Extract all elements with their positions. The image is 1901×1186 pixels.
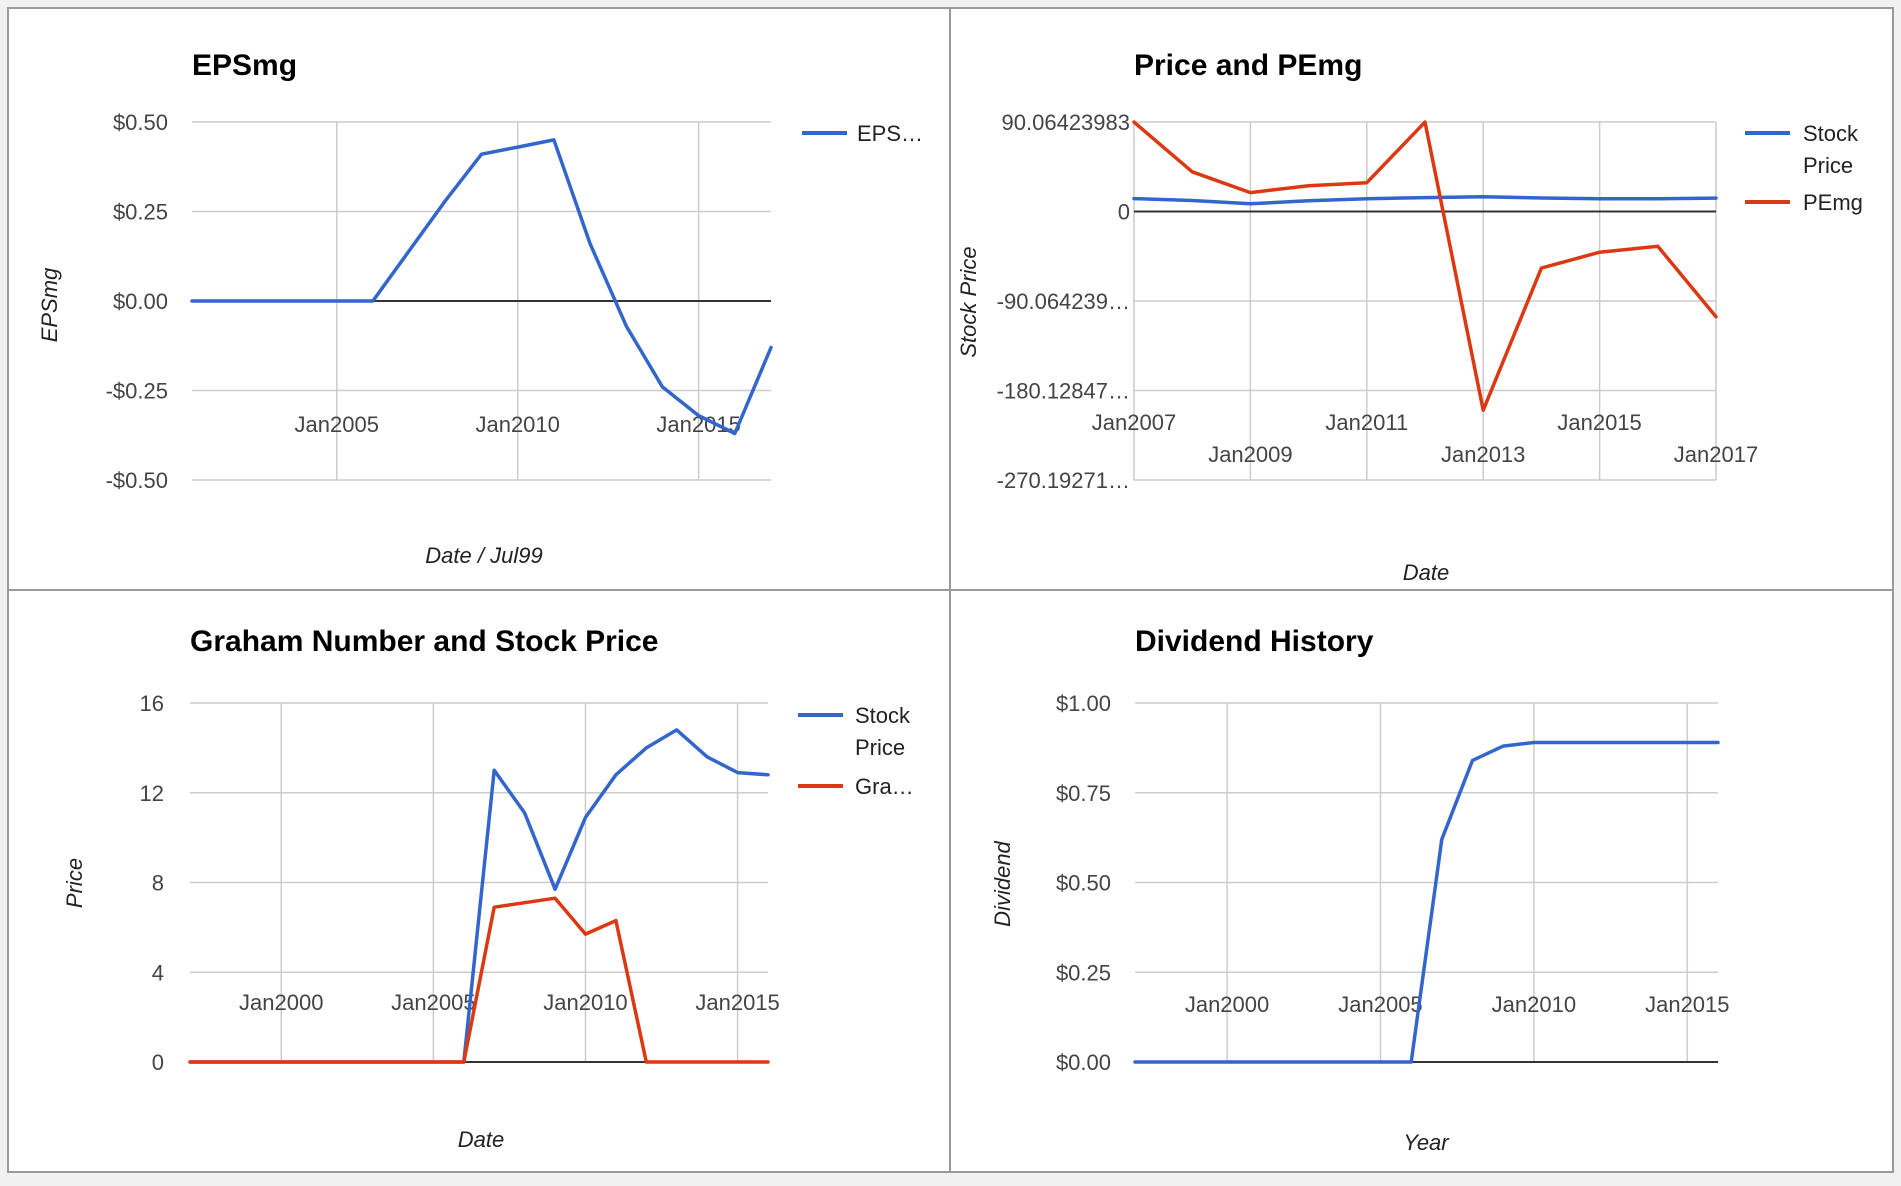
y-axis-label: EPSmg: [37, 267, 62, 342]
legend-label-pemg: PEmg: [1803, 190, 1863, 215]
y-axis-label: Dividend: [990, 840, 1015, 926]
x-tick-label: Jan2013: [1441, 442, 1525, 467]
y-tick-label: $1.00: [1056, 691, 1111, 716]
legend-label: EPS…: [857, 121, 923, 146]
x-tick-label: Jan2011: [1325, 410, 1408, 435]
chart-title: Dividend History: [1135, 625, 1374, 658]
x-tick-label: Jan2000: [239, 990, 323, 1015]
series-line-dividend: [1133, 740, 1720, 1064]
x-tick-label: Jan2000: [1185, 992, 1269, 1017]
x-tick-label: Jan2005: [1338, 992, 1422, 1017]
series-line-stock-price: [1132, 195, 1718, 206]
y-tick-label: 0: [152, 1050, 164, 1075]
x-tick-label: Jan2017: [1674, 442, 1758, 467]
chart-title: Price and PEmg: [1134, 49, 1362, 82]
chart-panel-dividend: Dividend History Dividend Year $1.00 $0.7…: [949, 589, 1894, 1173]
x-axis-label: Date: [1403, 560, 1449, 585]
chart-svg-epsmg: EPSmg EPSmg Date / Jul99 EPS… $0.50 $0.25…: [37, 49, 923, 568]
legend-label-line-2: Price: [1803, 153, 1853, 178]
x-axis-label: Date / Jul99: [425, 543, 542, 568]
x-tick-label: Jan2015: [1645, 992, 1729, 1017]
series-line-stock-price: [188, 728, 770, 1064]
legend-label-stock-price: Stock Price: [855, 703, 916, 760]
y-tick-label: $0.00: [113, 289, 168, 314]
y-axis-label: Stock Price: [956, 246, 981, 357]
series-line-gra-: [188, 896, 770, 1064]
chart-panel-graham: Graham Number and Stock Price Price Date…: [7, 589, 951, 1173]
y-tick-label: $0.25: [113, 200, 168, 225]
x-axis-label: Year: [1403, 1130, 1450, 1155]
y-tick-label: $0.00: [1056, 1050, 1111, 1075]
chart-title: Graham Number and Stock Price: [190, 625, 659, 658]
y-tick-label: -270.19271…: [997, 468, 1130, 493]
series-line-eps-: [190, 138, 773, 436]
x-tick-label: Jan2010: [1492, 992, 1576, 1017]
series-line-pemg: [1132, 120, 1718, 412]
x-tick-label: Jan2015: [695, 990, 779, 1015]
x-tick-label: Jan2010: [543, 990, 627, 1015]
x-tick-label: Jan2005: [391, 990, 475, 1015]
y-tick-label: 12: [140, 781, 164, 806]
legend-label-line-2: Price: [855, 735, 905, 760]
chart-panel-price-pemg: Price and PEmg Stock Price Date Stock Pr…: [949, 7, 1894, 591]
legend-label-line-1: Stock: [1803, 121, 1859, 146]
chart-title: EPSmg: [192, 49, 297, 82]
legend-label-stock-price: Stock Price: [1803, 121, 1864, 178]
chart-panel-epsmg: EPSmg EPSmg Date / Jul99 EPS… $0.50 $0.25…: [7, 7, 951, 591]
chart-svg-price-pemg: Price and PEmg Stock Price Date Stock Pr…: [956, 49, 1864, 585]
y-tick-label: 16: [140, 691, 164, 716]
x-tick-label: Jan2009: [1208, 442, 1292, 467]
legend-label-line-1: Stock: [855, 703, 911, 728]
y-tick-label: $0.50: [113, 110, 168, 135]
legend-label-graham: Gra…: [855, 774, 914, 799]
y-tick-label: -$0.50: [106, 468, 168, 493]
y-tick-label: -$0.25: [106, 379, 168, 404]
x-tick-label: Jan2010: [475, 412, 559, 437]
y-tick-label: -90.064239…: [997, 289, 1130, 314]
y-tick-label: $0.50: [1056, 871, 1111, 896]
x-tick-label: Jan2015: [1557, 410, 1641, 435]
chart-svg-graham: Graham Number and Stock Price Price Date…: [62, 625, 916, 1152]
x-tick-label: Jan2007: [1092, 410, 1176, 435]
x-tick-label: Jan2005: [295, 412, 379, 437]
y-tick-label: -180.12847…: [997, 379, 1130, 404]
y-tick-label: 4: [152, 960, 164, 985]
y-axis-label: Price: [62, 858, 87, 908]
x-axis-label: Date: [458, 1127, 504, 1152]
y-tick-label: $0.25: [1056, 960, 1111, 985]
y-tick-label: 0: [1118, 200, 1130, 225]
y-tick-label: 90.06423983: [1002, 110, 1130, 135]
y-tick-label: $0.75: [1056, 781, 1111, 806]
y-tick-label: 8: [152, 871, 164, 896]
chart-svg-dividend: Dividend History Dividend Year $1.00 $0.7…: [990, 625, 1730, 1155]
